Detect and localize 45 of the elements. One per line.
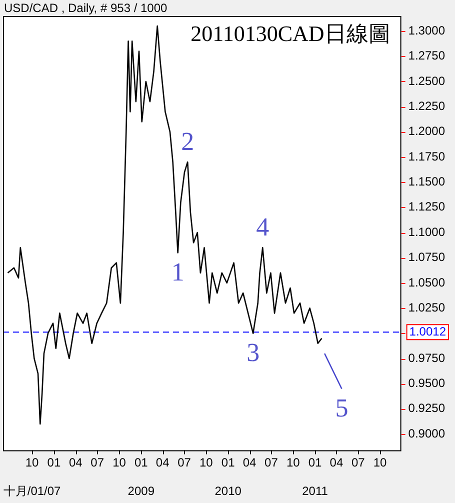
chart-subtitle: USD/CAD , Daily, # 953 / 1000 (4, 1, 168, 15)
x-tick-label: 10 (112, 456, 126, 470)
y-tick-label: 1.2750 (408, 48, 446, 63)
annotation: 5 (335, 394, 348, 423)
y-tick-label: 1.2250 (408, 98, 446, 113)
y-tick-label: 1.0750 (408, 250, 446, 264)
y-tick-label: 1.1000 (408, 224, 446, 239)
x-tick-label: 01 (134, 456, 148, 470)
x-tick-label: 01 (47, 456, 61, 470)
y-tick-label: 1.0250 (408, 300, 446, 314)
x-tick-label: 07 (178, 456, 192, 470)
annotation: 4 (256, 212, 270, 242)
annotation: 2 (181, 126, 194, 156)
x-tick-label: 04 (156, 456, 170, 470)
x-tick-label: 07 (351, 456, 366, 470)
y-tick-label: 1.2500 (408, 74, 446, 88)
y-tick-label: 1.0500 (408, 275, 446, 290)
x2-tick-label: 2011 (302, 484, 328, 498)
annotation: 3 (246, 338, 260, 368)
x-tick-label: 07 (90, 456, 104, 470)
x-tick-label: 01 (308, 456, 322, 470)
y-tick-label: 1.1500 (408, 174, 446, 189)
x-tick-label: 10 (25, 456, 40, 470)
y-tick-label: 1.2000 (408, 124, 446, 138)
x-tick-label: 04 (330, 456, 344, 470)
x-tick-label: 10 (286, 456, 300, 470)
x-tick-label: 10 (199, 456, 214, 470)
y-tick-label: 0.9000 (408, 426, 446, 440)
x2-tick-label: 2010 (214, 484, 242, 498)
y-tick-label: 0.9250 (408, 401, 446, 416)
x2-tick-label: 2009 (128, 484, 155, 498)
annotation: 1 (171, 258, 184, 287)
x-tick-label: 04 (242, 456, 257, 470)
y-tick-label: 0.9500 (408, 376, 446, 390)
y-tick-label: 1.1750 (408, 149, 446, 164)
x-tick-label: 01 (221, 456, 236, 470)
y-tick-label: 0.9750 (408, 350, 446, 365)
y-tick-label: 1.3000 (408, 23, 446, 38)
x-tick-label: 07 (264, 456, 278, 470)
y-tick-label: 1.1250 (408, 200, 446, 214)
x2-tick-label: 十月/01/07 (3, 484, 62, 498)
ref-line-label: 1.0012 (409, 324, 446, 338)
chart-title: 20110130CAD日線圖 (190, 20, 390, 46)
x-tick-label: 10 (373, 456, 388, 470)
x-tick-label: 04 (68, 456, 83, 470)
